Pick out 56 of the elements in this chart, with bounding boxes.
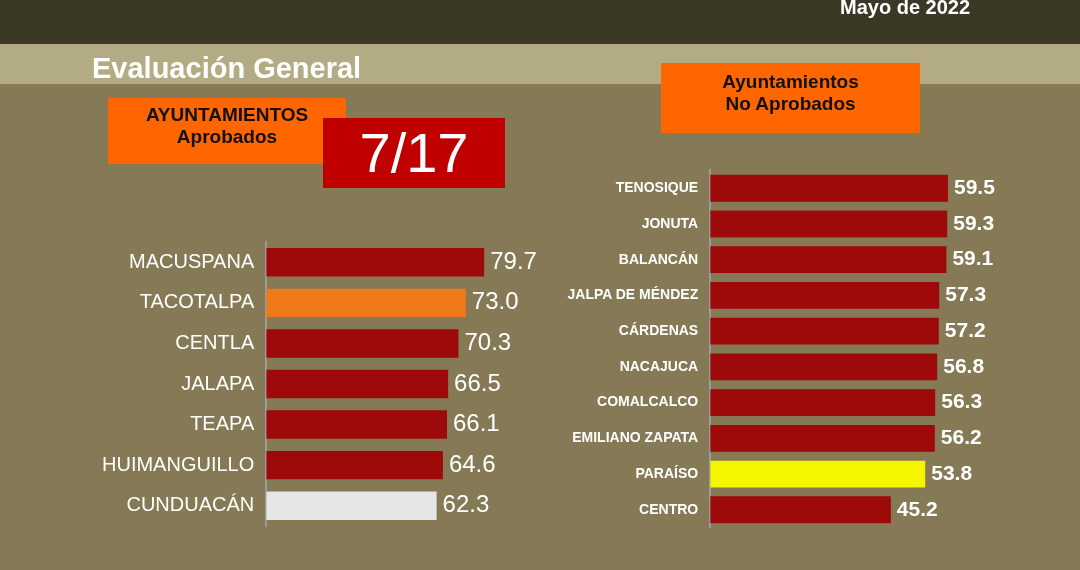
data-label: 66.5 bbox=[454, 368, 501, 396]
bar bbox=[266, 329, 459, 358]
y-tick-label: TACOTALPA bbox=[139, 290, 255, 313]
bar bbox=[710, 174, 948, 202]
y-tick-label: PARAÍSO bbox=[635, 464, 699, 481]
chart-title: Ayuntamientos No Aprobados bbox=[661, 63, 920, 133]
y-tick-label: TENOSIQUE bbox=[615, 179, 699, 196]
text: 7/17 bbox=[323, 118, 505, 188]
bar bbox=[266, 288, 466, 318]
bar bbox=[710, 460, 926, 488]
y-tick-label: COMALCALCO bbox=[597, 393, 699, 410]
data-label: 57.2 bbox=[944, 317, 986, 341]
bar bbox=[710, 282, 940, 309]
y-tick-label: JONUTA bbox=[641, 214, 699, 231]
data-label: 59.1 bbox=[952, 246, 994, 270]
y-tick-label: CÁRDENAS bbox=[618, 322, 699, 338]
bar bbox=[710, 424, 935, 452]
y-tick-label: JALPA DE MÉNDEZ bbox=[567, 286, 699, 303]
bar bbox=[266, 450, 443, 480]
data-label: 66.1 bbox=[452, 409, 500, 437]
bar bbox=[266, 491, 437, 520]
bar bbox=[710, 210, 948, 238]
y-tick-label: NACAJUCA bbox=[619, 357, 699, 374]
y-tick-label: TEAPA bbox=[190, 412, 255, 435]
bar bbox=[710, 353, 938, 381]
y-tick-label: CUNDUACÁN bbox=[126, 493, 255, 516]
bar bbox=[710, 246, 947, 274]
bar bbox=[710, 496, 891, 524]
data-label: 59.5 bbox=[954, 175, 996, 199]
y-tick-label: JALAPA bbox=[181, 371, 255, 394]
data-label: 45.2 bbox=[896, 496, 938, 520]
data-label: 59.3 bbox=[953, 210, 995, 234]
data-label: 56.8 bbox=[943, 353, 985, 377]
y-tick-label: BALANCÁN bbox=[618, 250, 699, 267]
y-tick-label: CENTLA bbox=[175, 330, 255, 353]
data-label: 70.3 bbox=[464, 328, 512, 356]
y-tick-label: HUIMANGUILLO bbox=[102, 452, 255, 475]
data-label: 56.3 bbox=[941, 389, 983, 413]
data-label: 56.2 bbox=[940, 425, 982, 449]
chart-title: Evaluación General bbox=[92, 52, 362, 85]
y-tick-label: MACUSPANA bbox=[129, 249, 255, 272]
y-tick-label: EMILIANO ZAPATA bbox=[572, 429, 699, 446]
data-label: 57.3 bbox=[945, 282, 987, 306]
data-label: 62.3 bbox=[442, 490, 490, 518]
data-label: 79.7 bbox=[490, 246, 537, 274]
bar bbox=[266, 248, 485, 277]
data-label: 64.6 bbox=[448, 449, 496, 477]
bar bbox=[266, 369, 449, 399]
chart-subtitle: AYUNTAMIENTOS Aprobados bbox=[108, 98, 346, 164]
bar bbox=[266, 410, 447, 439]
bar bbox=[710, 317, 939, 345]
bar bbox=[710, 389, 936, 416]
data-label: 53.8 bbox=[931, 460, 973, 484]
data-label: 73.0 bbox=[471, 287, 519, 315]
text: Mayo de 2022 bbox=[840, 0, 971, 19]
y-tick-label: CENTRO bbox=[639, 500, 699, 517]
